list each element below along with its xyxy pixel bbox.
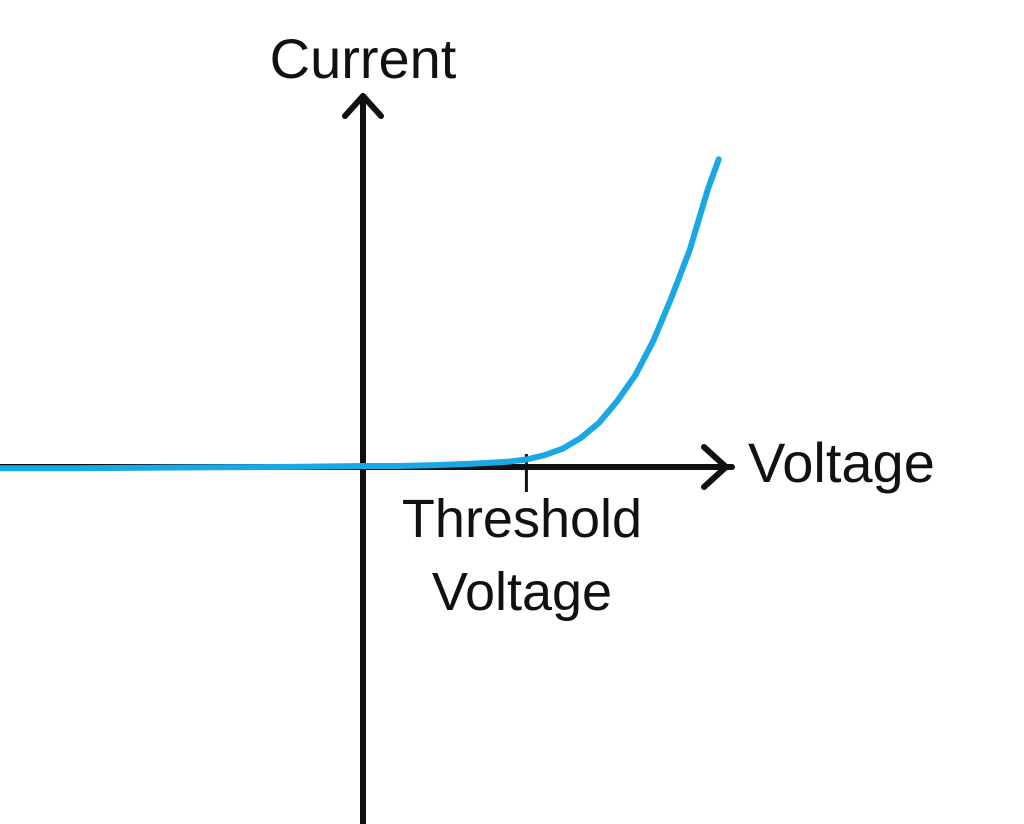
x-axis-arrowhead <box>701 444 729 490</box>
threshold-label-line-2: Voltage <box>432 562 612 622</box>
series-line <box>0 156 722 472</box>
x-axis-label: Voltage <box>748 431 935 494</box>
threshold-label-line-1: Threshold <box>402 489 642 549</box>
y-axis-label: Current <box>270 27 457 90</box>
y-axis-arrowhead <box>342 93 384 119</box>
